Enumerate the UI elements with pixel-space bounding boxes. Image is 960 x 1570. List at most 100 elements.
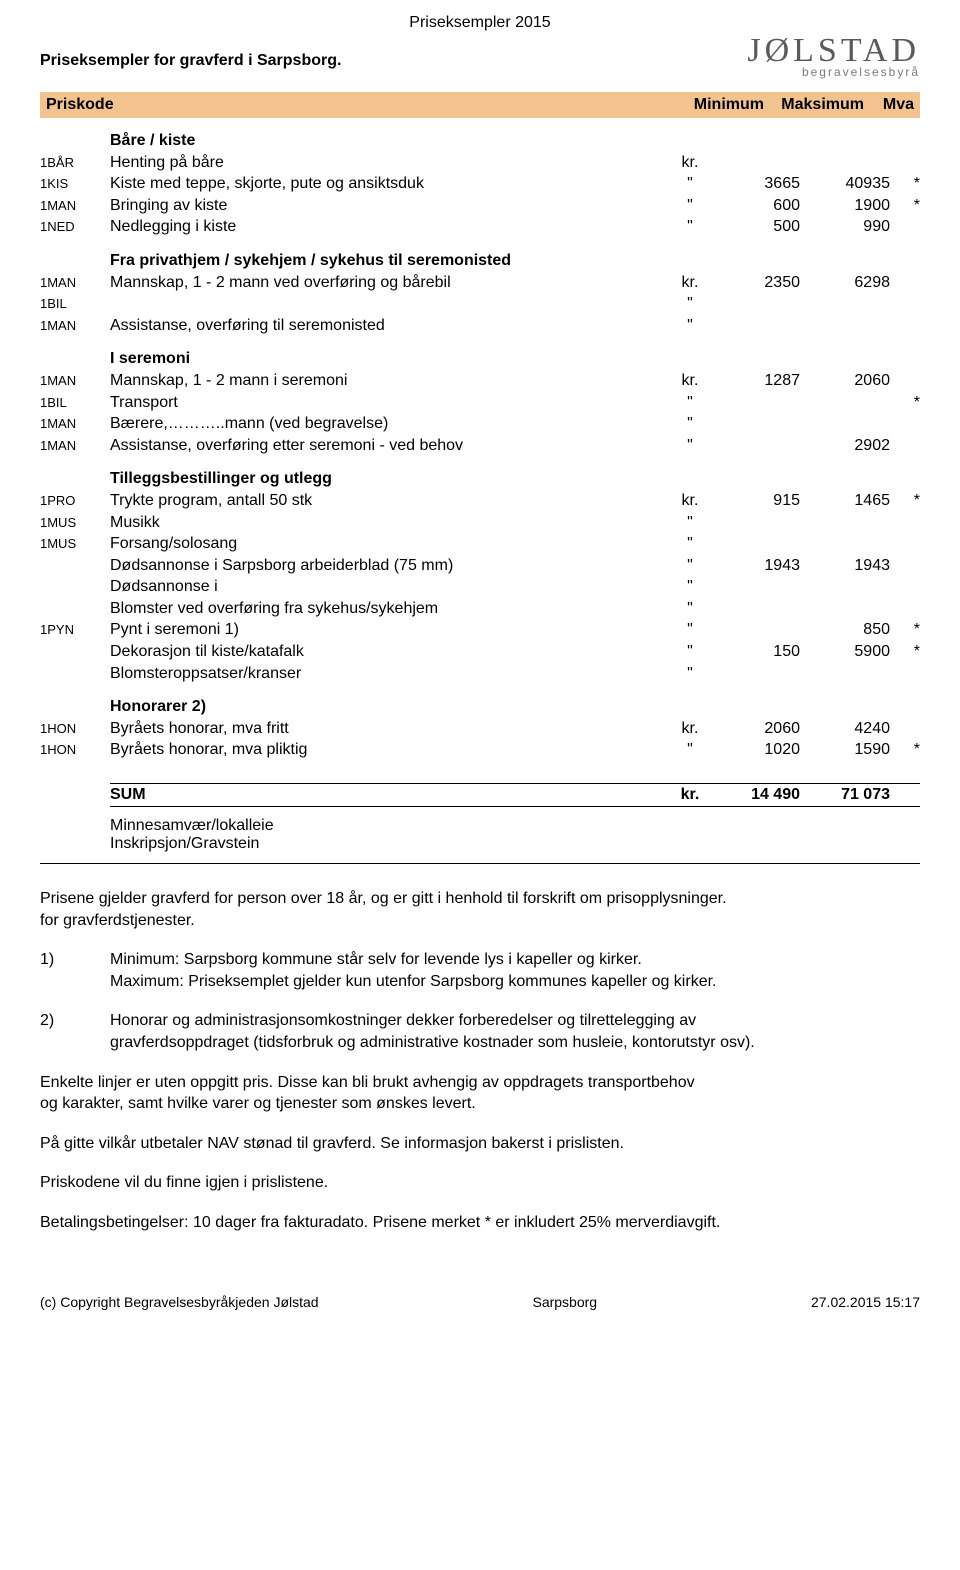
section-title-row: I seremoni xyxy=(40,348,920,370)
row-mva xyxy=(890,272,920,294)
row-code: 1MAN xyxy=(40,195,110,217)
note-p5: Priskodene vil du finne igjen i prislist… xyxy=(40,1172,920,1194)
row-unit: " xyxy=(670,533,710,555)
price-row: 1MUSMusikk" xyxy=(40,512,920,534)
row-max xyxy=(800,293,890,315)
price-row: Dødsannonse i Sarpsborg arbeiderblad (75… xyxy=(40,555,920,577)
row-unit: " xyxy=(670,739,710,761)
note-2-num: 2) xyxy=(40,1010,110,1053)
row-max: 2902 xyxy=(800,435,890,457)
footer-right: 27.02.2015 15:17 xyxy=(811,1294,920,1310)
row-mva xyxy=(890,435,920,457)
subtitle: Priseksempler for gravferd i Sarpsborg. xyxy=(40,34,341,70)
section-title: I seremoni xyxy=(110,348,670,370)
row-code: 1MAN xyxy=(40,413,110,435)
row-code xyxy=(40,663,110,685)
row-desc: Byråets honorar, mva fritt xyxy=(110,718,670,740)
row-unit: " xyxy=(670,512,710,534)
row-min xyxy=(710,315,800,337)
price-row: Blomster ved overføring fra sykehus/syke… xyxy=(40,598,920,620)
row-max: 2060 xyxy=(800,370,890,392)
price-row: 1BIL" xyxy=(40,293,920,315)
row-desc: Dødsannonse i xyxy=(110,576,670,598)
price-row: 1MANAssistanse, overføring etter seremon… xyxy=(40,435,920,457)
row-desc: Transport xyxy=(110,392,670,414)
row-min: 150 xyxy=(710,641,800,663)
row-mva: * xyxy=(890,392,920,414)
price-row: 1MANBærere,………..mann (ved begravelse)" xyxy=(40,413,920,435)
row-max xyxy=(800,512,890,534)
header-row: Priseksempler for gravferd i Sarpsborg. … xyxy=(40,34,920,78)
price-sections: Båre / kiste1BÅRHenting på båre kr. 1KISKi… xyxy=(40,130,920,773)
row-unit: kr. xyxy=(670,272,710,294)
row-code xyxy=(40,576,110,598)
price-row: Blomsteroppsatser/kranser" xyxy=(40,663,920,685)
price-row: 1BILTransport"* xyxy=(40,392,920,414)
row-unit: " xyxy=(670,641,710,663)
row-unit: " xyxy=(670,315,710,337)
row-unit: " xyxy=(670,555,710,577)
note-p3b: og karakter, samt hvilke varer og tjenes… xyxy=(40,1095,476,1112)
row-mva: * xyxy=(890,490,920,512)
row-mva: * xyxy=(890,173,920,195)
note-p3a: Enkelte linjer er uten oppgitt pris. Dis… xyxy=(40,1074,695,1091)
row-code: 1NED xyxy=(40,216,110,238)
row-desc xyxy=(110,293,670,315)
row-code: 1MAN xyxy=(40,435,110,457)
row-desc: Henting på båre xyxy=(110,152,670,174)
row-mva xyxy=(890,413,920,435)
column-header-bar: Priskode Minimum Maksimum Mva xyxy=(40,92,920,118)
divider xyxy=(40,863,920,864)
row-mva: * xyxy=(890,739,920,761)
row-mva xyxy=(890,663,920,685)
row-code: 1BIL xyxy=(40,392,110,414)
price-row: 1PYNPynt i seremoni 1)"850* xyxy=(40,619,920,641)
notes-block: Prisene gjelder gravferd for person over… xyxy=(40,888,920,1234)
note-2-line-b: gravferdsoppdraget (tidsforbruk og admin… xyxy=(110,1034,755,1051)
sum-label: SUM xyxy=(110,786,670,804)
row-min xyxy=(710,598,800,620)
col-minimum: Minimum xyxy=(664,96,764,114)
row-code xyxy=(40,598,110,620)
row-max xyxy=(800,598,890,620)
row-min: 1287 xyxy=(710,370,800,392)
row-min xyxy=(710,512,800,534)
logo-main-text: JØLSTAD xyxy=(747,34,920,68)
row-min: 1943 xyxy=(710,555,800,577)
company-logo: JØLSTAD begravelsesbyrå xyxy=(747,34,920,78)
price-row: 1KISKiste med teppe, skjorte, pute og an… xyxy=(40,173,920,195)
row-desc: Assistanse, overføring etter seremoni - … xyxy=(110,435,670,457)
note-2: 2) Honorar og administrasjonsomkostninge… xyxy=(40,1010,920,1053)
row-max: 990 xyxy=(800,216,890,238)
row-unit: kr. xyxy=(670,370,710,392)
row-desc: Blomsteroppsatser/kranser xyxy=(110,663,670,685)
row-code: 1KIS xyxy=(40,173,110,195)
note-1-line-b: Maximum: Priseksemplet gjelder kun utenf… xyxy=(110,973,716,990)
price-row: 1MUSForsang/solosang" xyxy=(40,533,920,555)
row-min: 2060 xyxy=(710,718,800,740)
row-mva xyxy=(890,533,920,555)
row-code: 1MAN xyxy=(40,315,110,337)
row-min xyxy=(710,435,800,457)
row-max: 6298 xyxy=(800,272,890,294)
section-title: Båre / kiste xyxy=(110,130,670,152)
price-row: 1MANMannskap, 1 - 2 mann i seremonikr.12… xyxy=(40,370,920,392)
row-min: 600 xyxy=(710,195,800,217)
row-mva: * xyxy=(890,195,920,217)
row-mva xyxy=(890,718,920,740)
row-min: 3665 xyxy=(710,173,800,195)
row-unit: " xyxy=(670,598,710,620)
row-min xyxy=(710,619,800,641)
row-code: 1BÅR xyxy=(40,152,110,174)
row-code: 1MAN xyxy=(40,272,110,294)
extras-block: Minnesamvær/lokalleie Inskripsjon/Gravst… xyxy=(110,817,920,853)
row-min xyxy=(710,152,800,174)
row-mva xyxy=(890,598,920,620)
page-footer: (c) Copyright Begravelsesbyråkjeden Jøls… xyxy=(40,1294,920,1310)
price-row: 1MANMannskap, 1 - 2 mann ved overføring … xyxy=(40,272,920,294)
row-unit: " xyxy=(670,619,710,641)
note-1-num: 1) xyxy=(40,949,110,992)
section-title-row: Honorarer 2) xyxy=(40,696,920,718)
row-desc: Kiste med teppe, skjorte, pute og ansikt… xyxy=(110,173,670,195)
row-unit: " xyxy=(670,413,710,435)
